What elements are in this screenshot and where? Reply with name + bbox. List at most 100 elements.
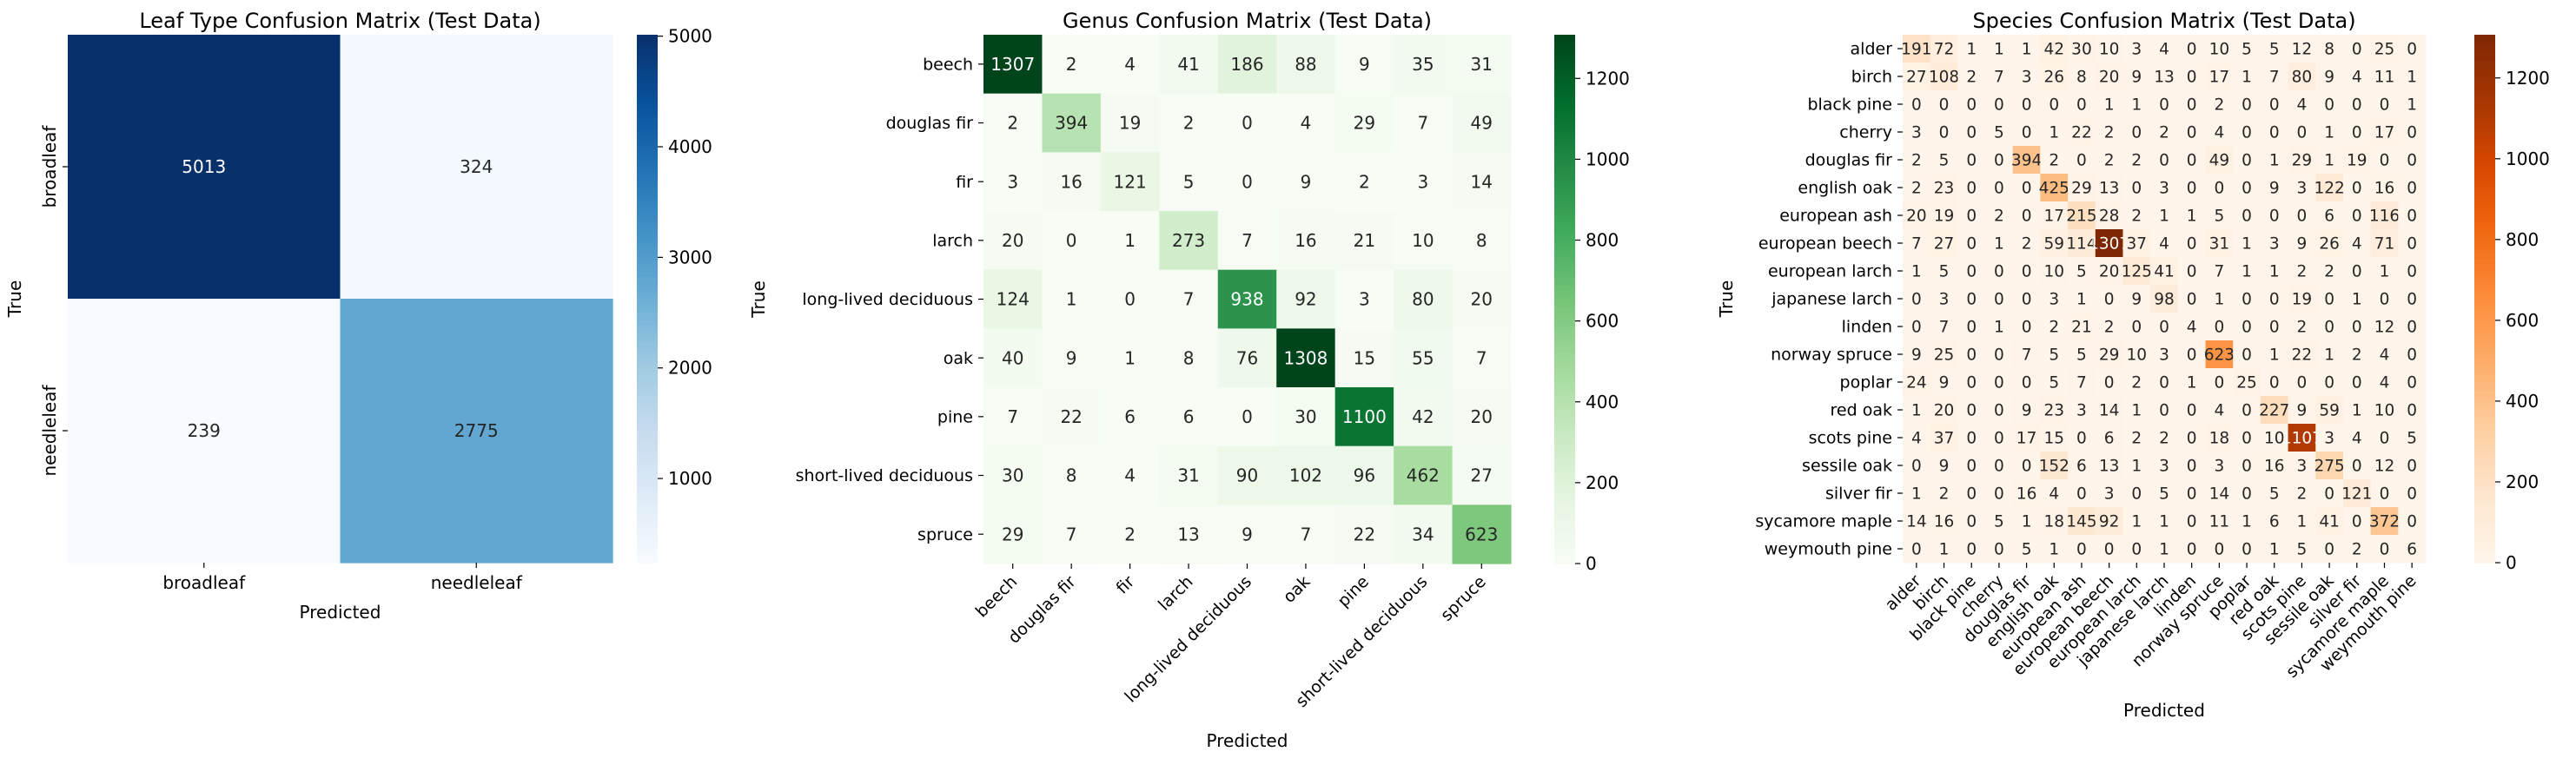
colorbar-slice (637, 487, 658, 493)
heatmap-cell (2122, 452, 2151, 480)
heatmap-cell (2122, 368, 2151, 397)
heatmap-cell (1394, 35, 1454, 95)
cell-value-label: 0 (2076, 485, 2087, 504)
heatmap-cell (2370, 174, 2399, 202)
cell-value-label: 0 (2352, 374, 2362, 392)
cell-value-label: 0 (2187, 41, 2197, 59)
colorbar-slice (2474, 82, 2495, 89)
cell-value-label: 2 (1124, 524, 1136, 544)
heatmap-cell (2068, 63, 2096, 91)
heatmap-cell (1042, 445, 1102, 505)
chart-title: Leaf Type Confusion Matrix (Test Data) (139, 9, 540, 33)
cell-value-label: 2 (1911, 152, 1922, 170)
cell-value-label: 1 (2049, 124, 2059, 142)
colorbar-slice (637, 408, 658, 414)
cell-value-label: 0 (2407, 41, 2417, 59)
cell-value-label: 3 (2076, 402, 2087, 420)
heatmap-cell (2315, 313, 2344, 341)
cell-value-label: 2 (2159, 124, 2169, 142)
colorbar-slice (1554, 339, 1575, 345)
cell-value-label: 16 (2374, 180, 2395, 198)
colorbar-slice (2474, 346, 2495, 353)
colorbar-slice (637, 180, 658, 186)
cell-value-label: 37 (1934, 430, 1955, 448)
colorbar-slice (1554, 426, 1575, 432)
colorbar-slice (637, 241, 658, 247)
colorbar-slice (1554, 435, 1575, 441)
cell-value-label: 0 (2324, 319, 2334, 337)
y-tick-label: linden (1842, 318, 1892, 337)
cell-value-label: 5 (2214, 208, 2224, 226)
colorbar-slice (637, 254, 658, 260)
colorbar-slice (2474, 536, 2495, 542)
colorbar-slice (1554, 273, 1575, 278)
heatmap-cell (1957, 35, 1986, 63)
colorbar-slice (637, 87, 658, 93)
cell-value-label: 2 (2104, 319, 2115, 337)
cell-value-label: 0 (2324, 485, 2334, 504)
colorbar-slice (1554, 215, 1575, 221)
cell-value-label: 0 (2269, 208, 2280, 226)
heatmap-cell (2150, 507, 2179, 536)
heatmap-cell (1334, 211, 1394, 271)
heatmap-cell (1334, 35, 1394, 95)
colorbar-slice (637, 228, 658, 234)
colorbar-slice (637, 52, 658, 58)
cell-value-label: 13 (2154, 69, 2175, 87)
heatmap-cell (2342, 424, 2372, 452)
colorbar-tick-label: 600 (2506, 310, 2539, 331)
cell-value-label: 1 (2269, 346, 2280, 365)
cell-value-label: 16 (2016, 485, 2037, 504)
heatmap-cell (1957, 313, 1986, 341)
colorbar-slice (1554, 233, 1575, 239)
colorbar-slice (637, 140, 658, 146)
cell-value-label: 5 (2242, 41, 2252, 59)
cell-value-label: 3 (1007, 171, 1018, 192)
cell-value-label: 0 (1966, 374, 1977, 392)
colorbar-slice (2474, 549, 2495, 555)
cell-value-label: 23 (1934, 180, 1955, 198)
cell-value-label: 1 (2131, 458, 2142, 476)
cell-value-label: 4 (2380, 346, 2390, 365)
cell-value-label: 6 (2407, 541, 2417, 559)
cell-value-label: 0 (2104, 541, 2115, 559)
y-tick-label: broadleaf (39, 125, 60, 208)
heatmap-cell (1903, 174, 1931, 202)
colorbar-slice (1554, 206, 1575, 212)
heatmap-cell (2315, 174, 2344, 202)
heatmap-cell (2370, 396, 2399, 425)
cell-value-label: 21 (1354, 230, 1375, 251)
cell-value-label: 13 (2099, 180, 2120, 198)
cell-value-label: 0 (2297, 374, 2308, 392)
heatmap-cell (1930, 63, 1958, 91)
colorbar-slice (2474, 267, 2495, 274)
heatmap-cell (1159, 328, 1219, 388)
colorbar-slice (1554, 519, 1575, 525)
heatmap-cell (1957, 174, 1986, 202)
cell-value-label: 9 (1066, 347, 1077, 368)
heatmap-cell (2177, 35, 2207, 63)
cell-value-label: 90 (1236, 465, 1258, 486)
colorbar-tick-label: 800 (1586, 230, 1619, 251)
cell-value-label: 0 (1966, 235, 1977, 254)
cell-value-label: 0 (2324, 541, 2334, 559)
cell-value-label: 0 (2297, 124, 2308, 142)
cell-value-label: 92 (1295, 289, 1316, 310)
colorbar-slice (637, 153, 658, 159)
colorbar-slice (1554, 259, 1575, 265)
heatmap-cell (2150, 313, 2179, 341)
colorbar-slice (2474, 272, 2495, 278)
colorbar-slice (637, 452, 658, 458)
x-axis-label: Predicted (2123, 700, 2205, 721)
colorbar-slice (2474, 206, 2495, 212)
cell-value-label: 27 (1471, 465, 1493, 486)
cell-value-label: 1 (1124, 347, 1136, 368)
cell-value-label: 0 (2187, 541, 2197, 559)
colorbar-slice (1554, 171, 1575, 177)
colorbar-slice (637, 135, 658, 142)
y-tick-label: scots pine (1809, 429, 1892, 448)
cell-value-label: 394 (2011, 152, 2042, 170)
heatmap-cell (1452, 93, 1512, 153)
heatmap-cell (1930, 507, 1958, 536)
heatmap-cell (2095, 507, 2124, 536)
